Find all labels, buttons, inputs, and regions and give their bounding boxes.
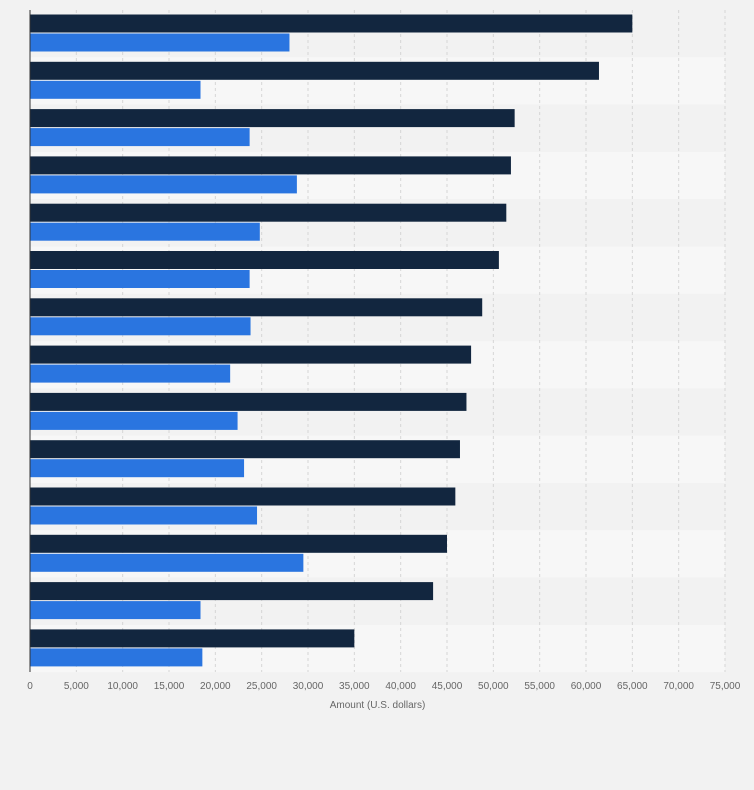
bar-series-2[interactable] [30, 459, 245, 478]
bar-series-1[interactable] [30, 251, 499, 269]
bar-series-2[interactable] [30, 80, 201, 99]
bar-series-1[interactable] [30, 156, 511, 175]
bar-series-1[interactable] [30, 109, 515, 128]
bar-series-2[interactable] [30, 270, 250, 288]
bar-series-2[interactable] [30, 317, 251, 336]
x-tick-label: 30,000 [293, 681, 324, 692]
bar-series-2[interactable] [30, 411, 238, 430]
x-tick-label: 15,000 [154, 681, 185, 692]
x-tick-label: 65,000 [617, 681, 648, 692]
bar-series-2[interactable] [30, 553, 304, 572]
x-tick-label: 20,000 [200, 681, 231, 692]
x-tick-label: 0 [27, 681, 33, 692]
bar-series-2[interactable] [30, 175, 297, 194]
bar-series-2[interactable] [30, 506, 258, 525]
x-tick-label: 35,000 [339, 681, 370, 692]
bar-series-1[interactable] [30, 629, 355, 648]
bar-series-1[interactable] [30, 298, 483, 317]
bar-series-2[interactable] [30, 222, 260, 241]
x-axis-title: Amount (U.S. dollars) [330, 700, 426, 711]
bar-series-2[interactable] [30, 601, 201, 620]
x-tick-label: 70,000 [663, 681, 694, 692]
bar-series-1[interactable] [30, 61, 599, 80]
bar-series-1[interactable] [30, 14, 633, 33]
bar-series-1[interactable] [30, 534, 447, 553]
x-tick-label: 10,000 [107, 681, 138, 692]
bar-series-2[interactable] [30, 648, 203, 667]
x-tick-label: 45,000 [432, 681, 463, 692]
bars [30, 14, 633, 667]
x-tick-label: 55,000 [524, 681, 555, 692]
bar-series-1[interactable] [30, 440, 460, 459]
x-axis-ticks: 0 5,000 10,000 15,000 20,000 25,000 30,000 35,0… [27, 681, 741, 692]
bar-series-1[interactable] [30, 203, 507, 222]
bar-series-1[interactable] [30, 487, 456, 506]
bar-series-2[interactable] [30, 128, 250, 147]
bar-series-1[interactable] [30, 345, 472, 364]
bar-series-1[interactable] [30, 582, 434, 601]
x-tick-label: 60,000 [571, 681, 602, 692]
bar-series-2[interactable] [30, 33, 290, 52]
bar-series-2[interactable] [30, 364, 231, 383]
bar-series-1[interactable] [30, 392, 467, 411]
x-tick-label: 40,000 [385, 681, 416, 692]
x-tick-label: 25,000 [246, 681, 277, 692]
x-tick-label: 5,000 [64, 681, 89, 692]
x-tick-label: 75,000 [710, 681, 741, 692]
x-tick-label: 50,000 [478, 681, 509, 692]
